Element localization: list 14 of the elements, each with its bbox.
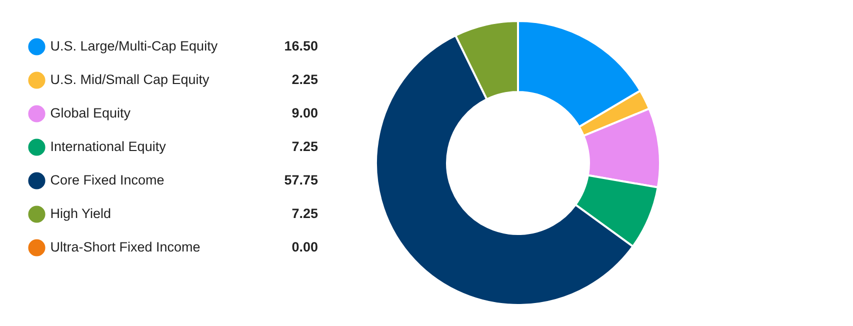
legend-label: U.S. Mid/Small Cap Equity xyxy=(50,72,210,87)
legend-label: International Equity xyxy=(50,138,166,154)
data-label: 2.25 xyxy=(292,72,318,87)
legend-label: U.S. Large/Multi-Cap Equity xyxy=(50,38,218,54)
data-label: 16.50 xyxy=(284,38,318,54)
legend-label: Core Fixed Income xyxy=(50,172,164,188)
legend-label: High Yield xyxy=(50,206,112,221)
data-label: 7.25 xyxy=(292,138,318,154)
data-label: 57.75 xyxy=(284,172,318,188)
data-label: 7.25 xyxy=(292,206,318,221)
legend-label: Global Equity xyxy=(50,105,131,120)
text: 0.00 xyxy=(292,239,318,254)
legend-label: Ultra-Short Fixed Income xyxy=(50,239,200,254)
data-label: 9.00 xyxy=(292,105,318,120)
